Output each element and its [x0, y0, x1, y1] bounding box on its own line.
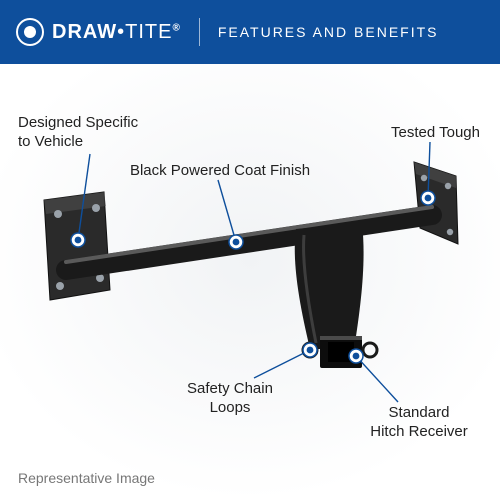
callout-label-loops: Safety ChainLoops — [170, 380, 290, 418]
brand-text: DRAW•TITE® — [52, 21, 181, 44]
callout-label-designed: Designed Specificto Vehicle — [18, 114, 168, 152]
header-title: FEATURES AND BENEFITS — [218, 24, 439, 40]
callout-label-receiver: StandardHitch Receiver — [354, 404, 484, 442]
brand-main: DRAW — [52, 21, 117, 43]
header-bar: DRAW•TITE® FEATURES AND BENEFITS — [0, 0, 500, 64]
brand-logo: DRAW•TITE® — [16, 18, 181, 46]
diagram-canvas: Designed Specificto Vehicle Black Powered… — [0, 64, 500, 500]
brand-sub: TITE — [125, 21, 172, 43]
footnote: Representative Image — [18, 470, 155, 486]
callout-label-finish: Black Powered Coat Finish — [110, 162, 330, 181]
registered-mark: ® — [172, 22, 180, 33]
infographic-root: DRAW•TITE® FEATURES AND BENEFITS Designe… — [0, 0, 500, 500]
hitch-ball-icon — [16, 18, 44, 46]
brand-sep: • — [117, 21, 125, 43]
header-divider — [199, 18, 200, 46]
callout-label-tested: Tested Tough — [350, 124, 480, 143]
